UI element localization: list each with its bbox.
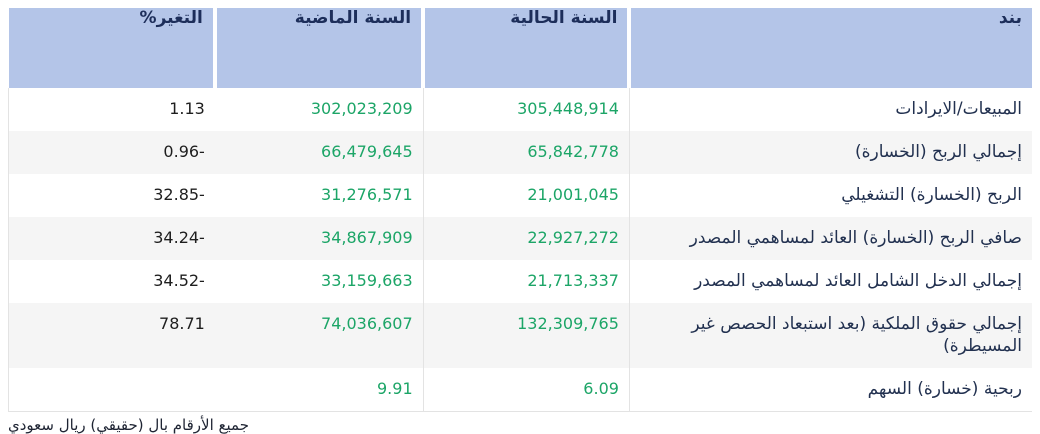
current-year-value: 6.09 xyxy=(423,368,630,412)
financial-summary-table: بند السنة الحالية السنة الماضية التغير% … xyxy=(7,8,1033,412)
change-pct-value: 78.71 xyxy=(7,303,215,368)
row-label: المبيعات/الايرادات xyxy=(895,99,1022,119)
previous-year-value: 66,479,645 xyxy=(214,131,424,174)
column-header-previous-year: السنة الماضية xyxy=(214,8,426,88)
previous-year-value: 9.91 xyxy=(214,368,424,412)
change-pct-value: 32.85- xyxy=(7,174,215,217)
current-year-value: 21,713,337 xyxy=(423,260,630,303)
change-pct-value: 0.96- xyxy=(7,131,215,174)
row-label: صافي الربح (الخسارة) العائد لمساهمي المص… xyxy=(689,228,1022,248)
table-header-row: بند السنة الحالية السنة الماضية التغير% xyxy=(8,8,1032,88)
current-year-value: 65,842,778 xyxy=(423,131,630,174)
change-pct-value: 34.52- xyxy=(7,260,215,303)
current-year-value: 21,001,045 xyxy=(423,174,630,217)
current-year-value: 22,927,272 xyxy=(423,217,630,260)
column-header-item: بند xyxy=(629,8,1032,88)
table-row-comprehensive-income: إجمالي الدخل الشامل العائد لمساهمي المصد… xyxy=(7,260,1033,303)
previous-year-value: 74,036,607 xyxy=(214,303,424,368)
table-row-earnings-per-share: ربحية (خسارة) السهم 6.09 9.91 xyxy=(7,368,1032,412)
current-year-value: 132,309,765 xyxy=(423,303,630,368)
previous-year-value: 31,276,571 xyxy=(214,174,424,217)
row-label: ربحية (خسارة) السهم xyxy=(629,368,1032,412)
previous-year-value: 33,159,663 xyxy=(214,260,424,303)
change-pct-value: 34.24- xyxy=(7,217,215,260)
table-row-gross-profit: إجمالي الربح (الخسارة) 65,842,778 66,479… xyxy=(7,131,1032,174)
table-row-total-equity: إجمالي حقوق الملكية (بعد استبعاد الحصص غ… xyxy=(7,303,1032,368)
row-label: إجمالي الدخل الشامل العائد لمساهمي المصد… xyxy=(694,271,1022,291)
row-label: إجمالي حقوق الملكية (بعد استبعاد الحصص غ… xyxy=(691,314,1022,356)
currency-footnote: جميع الأرقام بال (حقيقي) ريال سعودي xyxy=(8,416,249,434)
previous-year-value: 302,023,209 xyxy=(214,88,424,131)
row-label: الربح (الخسارة) التشغيلي xyxy=(841,185,1022,205)
table-row-operating-profit: الربح (الخسارة) التشغيلي 21,001,045 31,2… xyxy=(7,174,1033,217)
table-row-revenues: المبيعات/الايرادات 305,448,914 302,023,2… xyxy=(7,88,1033,131)
table-row-net-profit: صافي الربح (الخسارة) العائد لمساهمي المص… xyxy=(7,217,1032,260)
column-header-current-year: السنة الحالية xyxy=(423,8,632,88)
row-label: إجمالي الربح (الخسارة) xyxy=(855,142,1022,162)
change-pct-value: 1.13 xyxy=(7,88,215,131)
column-header-change-pct: التغير% xyxy=(8,8,217,88)
previous-year-value: 34,867,909 xyxy=(214,217,424,260)
current-year-value: 305,448,914 xyxy=(423,88,630,131)
change-pct-value xyxy=(7,368,215,412)
